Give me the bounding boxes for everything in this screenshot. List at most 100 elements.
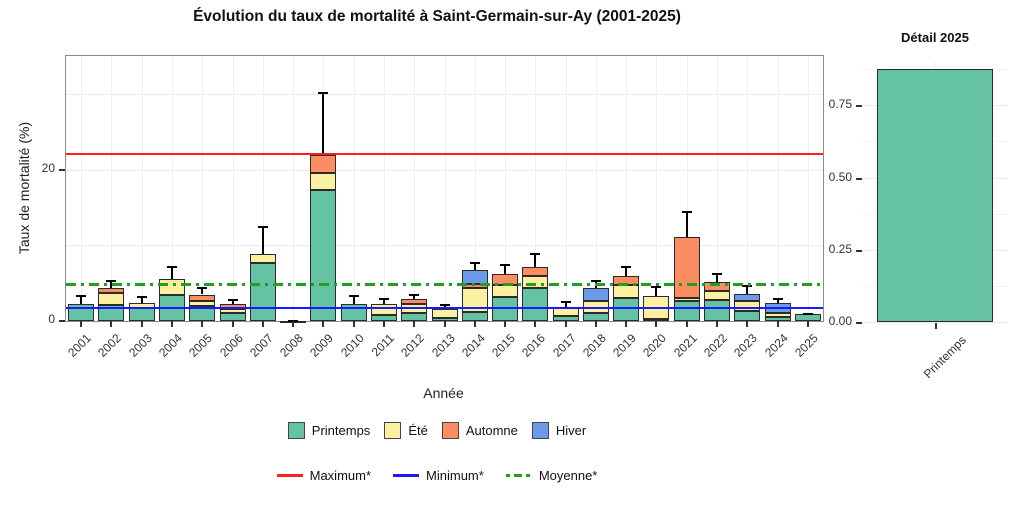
bar-segment-printemps-2012: [401, 312, 428, 321]
error-bar-cap: [318, 91, 329, 94]
error-bar-cap: [348, 294, 359, 297]
error-bar-cap: [712, 272, 723, 275]
error-bar-stem: [564, 300, 567, 308]
v-gridline: [717, 56, 719, 321]
x-tick-label-2020: 2020: [640, 331, 670, 360]
error-bar-stem: [231, 299, 234, 305]
error-bar-stem: [261, 225, 264, 254]
bar-segment-été-2016: [522, 276, 549, 288]
bar-segment-printemps-2013: [431, 317, 458, 321]
detail-chart-title: Détail 2025: [901, 30, 969, 45]
bar-segment-printemps-2020: [643, 318, 670, 321]
legend-item-minimum: Minimum*: [393, 468, 484, 483]
v-gridline: [141, 56, 143, 321]
x-tick-label-2009: 2009: [307, 331, 337, 360]
error-bar-cap: [378, 297, 389, 300]
v-gridline: [383, 56, 385, 321]
v-gridline: [202, 56, 204, 321]
bar-segment-été-2007: [249, 253, 276, 263]
error-bar-stem: [443, 303, 446, 309]
error-bar-cap: [530, 252, 541, 255]
v-gridline: [414, 56, 416, 321]
bar-segment-printemps-2002: [98, 305, 125, 321]
error-bar-stem: [746, 284, 749, 294]
bar-segment-été-2006: [219, 308, 246, 313]
bar-segment-hiver-2018: [582, 287, 609, 301]
bar-segment-printemps-2014: [461, 311, 488, 321]
error-bar-stem: [504, 264, 507, 275]
legend-swatch-printemps: [287, 422, 305, 439]
legend-label: Printemps: [311, 423, 371, 438]
error-bar-cap: [681, 211, 692, 214]
bar-segment-été-2002: [98, 292, 125, 306]
bar-segment-printemps-2016: [522, 287, 549, 321]
error-bar-stem: [716, 272, 719, 283]
x-tick-label-2007: 2007: [246, 331, 276, 360]
x-tick-label-2019: 2019: [610, 331, 640, 360]
y-axis-title: Taux de mortalité (%): [16, 121, 32, 255]
v-gridline: [171, 56, 173, 321]
bar-segment-printemps-2023: [734, 311, 761, 321]
bar-segment-automne-2002: [98, 288, 125, 293]
error-bar-cap: [651, 286, 662, 289]
bar-segment-été-2024: [764, 313, 791, 318]
bar-segment-automne-2016: [522, 267, 549, 277]
bar-segment-printemps-2024: [764, 317, 791, 321]
x-tick-label-2024: 2024: [761, 331, 791, 360]
legend-item-printemps: Printemps: [287, 422, 371, 439]
bar-segment-été-2009: [310, 172, 337, 190]
x-tick-label-2022: 2022: [701, 331, 730, 360]
error-bar-cap: [590, 280, 601, 283]
legend-swatch-hiver: [531, 422, 549, 439]
bar-segment-été-2013: [431, 308, 458, 318]
error-bar-stem: [534, 252, 537, 268]
error-bar-stem: [473, 261, 476, 271]
bar-segment-printemps-2017: [552, 316, 579, 321]
legend-label: Minimum*: [426, 468, 484, 483]
x-tick-label-2017: 2017: [549, 331, 579, 360]
v-gridline: [444, 56, 446, 321]
legend-label: Moyenne*: [538, 468, 598, 483]
bar-segment-printemps-2006: [219, 312, 246, 321]
legend-item-été: Été: [384, 422, 428, 439]
error-bar-stem: [685, 211, 688, 237]
error-bar-cap: [257, 225, 268, 228]
legend-label: Automne: [465, 423, 518, 438]
error-bar-cap: [469, 261, 480, 264]
bar-segment-été-2021: [673, 297, 700, 302]
v-gridline: [595, 56, 597, 321]
v-gridline: [777, 56, 779, 321]
bar-segment-printemps-2007: [249, 262, 276, 321]
bar-segment-automne-2005: [189, 294, 216, 301]
bar-segment-printemps-2025: [794, 314, 821, 321]
error-bar-stem: [382, 297, 385, 305]
bar-segment-automne-2012: [401, 299, 428, 305]
error-bar-cap: [197, 286, 208, 289]
v-gridline: [505, 56, 507, 321]
x-tick-label-2023: 2023: [731, 331, 761, 360]
bar-segment-automne-2021: [673, 236, 700, 298]
x-tick-label-2005: 2005: [186, 331, 216, 360]
legend-label: Maximum*: [309, 468, 372, 483]
legend-swatch-été: [384, 422, 402, 439]
error-bar-cap: [76, 294, 87, 297]
bar-segment-printemps-2019: [613, 298, 640, 321]
v-gridline: [232, 56, 234, 321]
season-legend: Printemps Été Automne Hiver: [0, 422, 874, 439]
x-tick-label-2003: 2003: [125, 331, 155, 360]
error-bar-cap: [560, 300, 571, 303]
x-tick-label-2021: 2021: [670, 331, 700, 360]
v-gridline: [656, 56, 658, 321]
x-tick-label-2018: 2018: [580, 331, 609, 360]
error-bar-cap: [772, 297, 783, 300]
legend-item-hiver: Hiver: [531, 422, 587, 439]
x-tick-label-2025: 2025: [791, 331, 821, 360]
error-bar-cap: [802, 313, 813, 316]
x-tick-label-2011: 2011: [368, 331, 397, 360]
legend-label: Hiver: [555, 423, 587, 438]
x-tick-label-2016: 2016: [519, 331, 549, 360]
v-gridline: [626, 56, 628, 321]
x-tick-label-2012: 2012: [398, 331, 428, 360]
legend-label: Été: [408, 423, 428, 438]
